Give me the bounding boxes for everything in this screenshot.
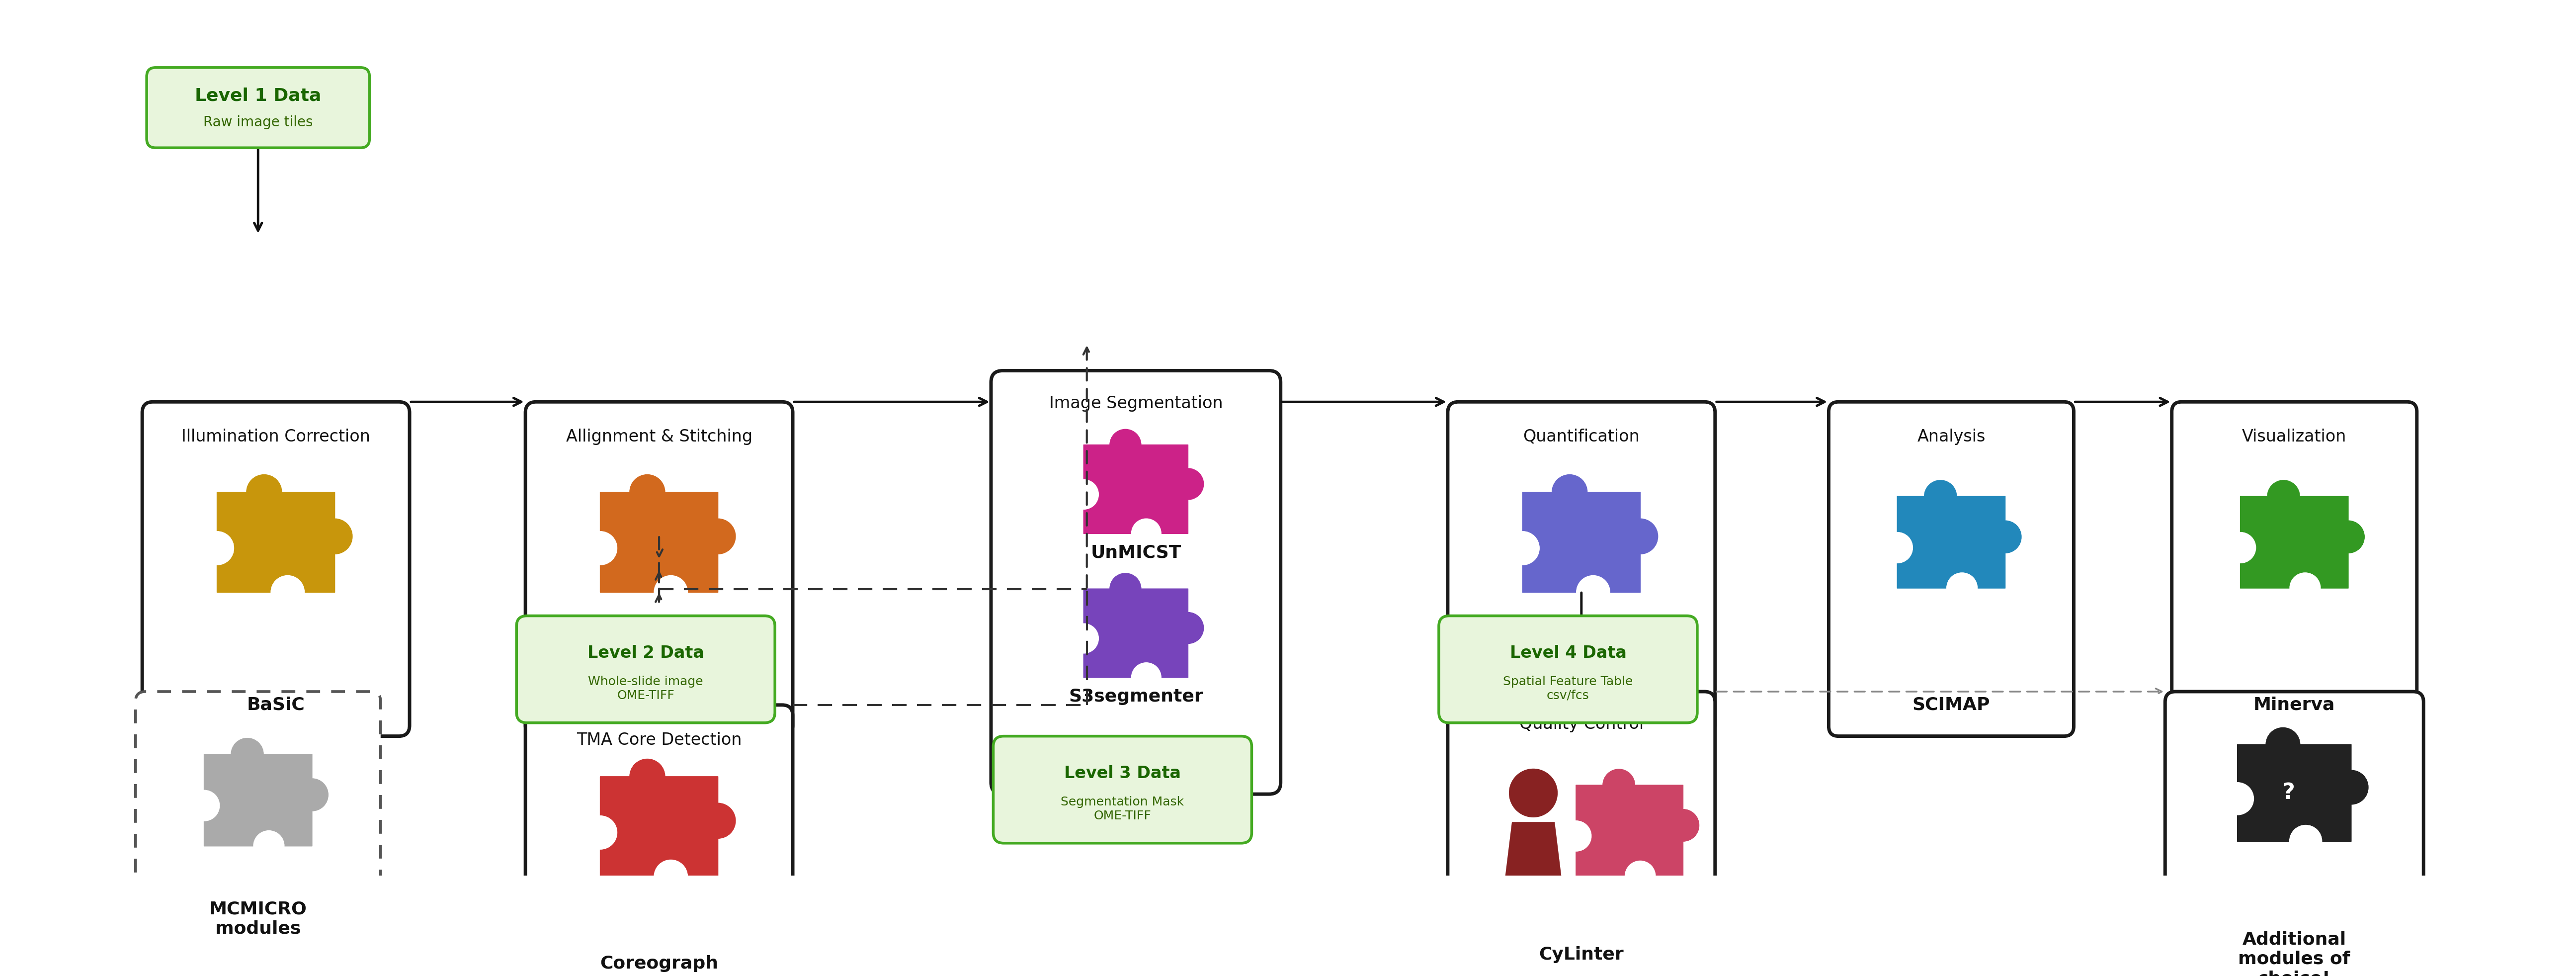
FancyBboxPatch shape [204, 753, 312, 846]
Text: BaSiC: BaSiC [247, 697, 304, 713]
Text: UnMICST: UnMICST [1090, 545, 1182, 561]
Text: TMA Core Detection: TMA Core Detection [577, 732, 742, 749]
Circle shape [1625, 861, 1656, 891]
FancyBboxPatch shape [2236, 745, 2352, 841]
Circle shape [1172, 612, 1203, 643]
Text: Additional
modules of
choice!: Additional modules of choice! [2239, 931, 2349, 976]
Circle shape [1069, 479, 1097, 509]
Circle shape [701, 518, 737, 554]
Text: SCIMAP: SCIMAP [1911, 697, 1991, 713]
FancyBboxPatch shape [1829, 402, 2074, 736]
Text: Level 2 Data: Level 2 Data [587, 645, 703, 662]
Text: Spatial Feature Table
csv/fcs: Spatial Feature Table csv/fcs [1502, 675, 1633, 702]
Circle shape [1069, 624, 1097, 653]
Circle shape [188, 791, 219, 821]
Circle shape [701, 803, 737, 838]
Circle shape [247, 474, 281, 509]
Text: Illumination Correction: Illumination Correction [180, 428, 371, 445]
Circle shape [2334, 770, 2367, 804]
Text: Quality Control: Quality Control [1520, 716, 1643, 733]
FancyBboxPatch shape [1084, 589, 1188, 678]
Text: ASHLAR: ASHLAR [618, 697, 701, 713]
Circle shape [654, 576, 688, 609]
Text: MCQuant: MCQuant [1535, 697, 1628, 713]
Circle shape [317, 518, 353, 554]
Circle shape [585, 816, 618, 849]
FancyBboxPatch shape [526, 705, 793, 976]
FancyBboxPatch shape [2241, 496, 2349, 589]
Circle shape [2221, 783, 2254, 815]
Text: Analysis: Analysis [1917, 428, 1986, 445]
FancyBboxPatch shape [518, 616, 775, 723]
Circle shape [1667, 809, 1700, 841]
Text: Minerva: Minerva [2254, 697, 2336, 713]
Circle shape [2267, 480, 2300, 512]
Text: Level 3 Data: Level 3 Data [1064, 765, 1180, 782]
Circle shape [2290, 573, 2321, 603]
FancyBboxPatch shape [992, 371, 1280, 794]
Polygon shape [1502, 822, 1566, 909]
Text: Quantification: Quantification [1522, 428, 1641, 445]
Text: MCMICRO
modules: MCMICRO modules [209, 901, 307, 937]
Circle shape [1602, 769, 1636, 801]
Circle shape [629, 759, 665, 794]
Circle shape [1924, 480, 1958, 512]
Circle shape [1507, 531, 1540, 565]
Circle shape [232, 738, 263, 770]
Circle shape [1947, 573, 1978, 603]
Text: Whole-slide image
OME-TIFF: Whole-slide image OME-TIFF [587, 675, 703, 702]
Circle shape [252, 831, 283, 862]
Circle shape [1551, 474, 1587, 509]
Circle shape [585, 531, 618, 565]
FancyBboxPatch shape [994, 736, 1252, 843]
Circle shape [1131, 518, 1162, 549]
Text: ?: ? [2282, 783, 2295, 803]
Circle shape [296, 779, 327, 811]
FancyBboxPatch shape [526, 402, 793, 736]
Text: Image Segmentation: Image Segmentation [1048, 395, 1224, 412]
Circle shape [2290, 825, 2321, 858]
FancyBboxPatch shape [600, 492, 719, 592]
Text: Coreograph: Coreograph [600, 956, 719, 972]
Text: CyLinter: CyLinter [1538, 946, 1623, 963]
Circle shape [1131, 663, 1162, 692]
Text: S3segmenter: S3segmenter [1069, 688, 1203, 706]
Circle shape [270, 576, 304, 609]
Circle shape [2226, 532, 2257, 563]
Circle shape [1510, 769, 1558, 817]
FancyBboxPatch shape [1522, 492, 1641, 592]
Circle shape [201, 531, 234, 565]
Circle shape [1172, 468, 1203, 500]
FancyBboxPatch shape [1448, 402, 1716, 736]
Circle shape [1110, 573, 1141, 604]
Text: Level 1 Data: Level 1 Data [196, 87, 322, 104]
Text: Segmentation Mask
OME-TIFF: Segmentation Mask OME-TIFF [1061, 796, 1185, 822]
Circle shape [1561, 821, 1592, 851]
Text: Visualization: Visualization [2241, 428, 2347, 445]
FancyBboxPatch shape [147, 67, 368, 147]
FancyBboxPatch shape [600, 776, 719, 877]
Circle shape [2331, 520, 2365, 553]
Text: Level 4 Data: Level 4 Data [1510, 645, 1625, 662]
Text: Allignment & Stitching: Allignment & Stitching [567, 428, 752, 445]
FancyBboxPatch shape [137, 692, 381, 950]
FancyBboxPatch shape [2172, 402, 2416, 736]
FancyBboxPatch shape [1084, 444, 1188, 534]
Circle shape [1989, 520, 2022, 553]
FancyBboxPatch shape [2164, 692, 2424, 976]
Circle shape [1623, 518, 1659, 554]
Circle shape [2267, 727, 2300, 761]
Circle shape [654, 860, 688, 893]
FancyBboxPatch shape [142, 402, 410, 736]
Circle shape [1577, 576, 1610, 609]
FancyBboxPatch shape [1448, 692, 1716, 976]
FancyBboxPatch shape [1577, 785, 1685, 876]
Text: Raw image tiles: Raw image tiles [204, 115, 312, 129]
Circle shape [1110, 429, 1141, 461]
FancyBboxPatch shape [216, 492, 335, 592]
Circle shape [1883, 532, 1914, 563]
FancyBboxPatch shape [1440, 616, 1698, 723]
FancyBboxPatch shape [1896, 496, 2007, 589]
Circle shape [629, 474, 665, 509]
